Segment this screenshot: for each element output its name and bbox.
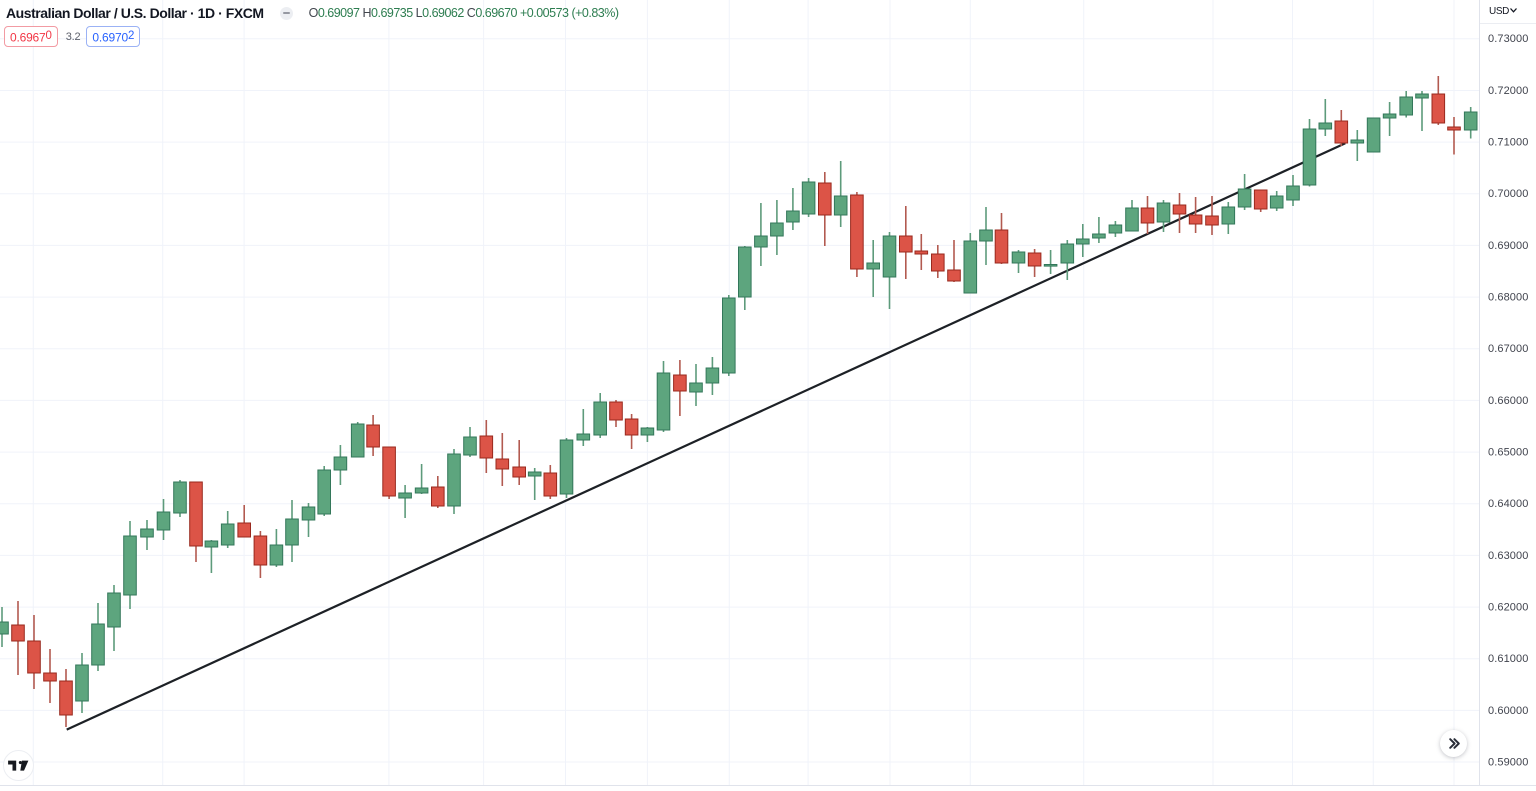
- svg-text:0.62000: 0.62000: [1488, 602, 1528, 614]
- svg-text:0.59000: 0.59000: [1488, 756, 1528, 768]
- svg-text:0.60000: 0.60000: [1488, 705, 1528, 717]
- svg-text:0.65000: 0.65000: [1488, 447, 1528, 459]
- svg-text:0.66000: 0.66000: [1488, 395, 1528, 407]
- svg-text:0.71000: 0.71000: [1488, 137, 1528, 149]
- svg-text:0.64000: 0.64000: [1488, 498, 1528, 510]
- svg-text:0.70000: 0.70000: [1488, 188, 1528, 200]
- svg-text:0.68000: 0.68000: [1488, 292, 1528, 304]
- svg-text:0.73000: 0.73000: [1488, 33, 1528, 45]
- svg-text:USD: USD: [1489, 6, 1509, 17]
- svg-text:0.61000: 0.61000: [1488, 653, 1528, 665]
- svg-text:0.72000: 0.72000: [1488, 85, 1528, 97]
- svg-text:0.69000: 0.69000: [1488, 240, 1528, 252]
- svg-text:0.67000: 0.67000: [1488, 343, 1528, 355]
- svg-text:0.63000: 0.63000: [1488, 550, 1528, 562]
